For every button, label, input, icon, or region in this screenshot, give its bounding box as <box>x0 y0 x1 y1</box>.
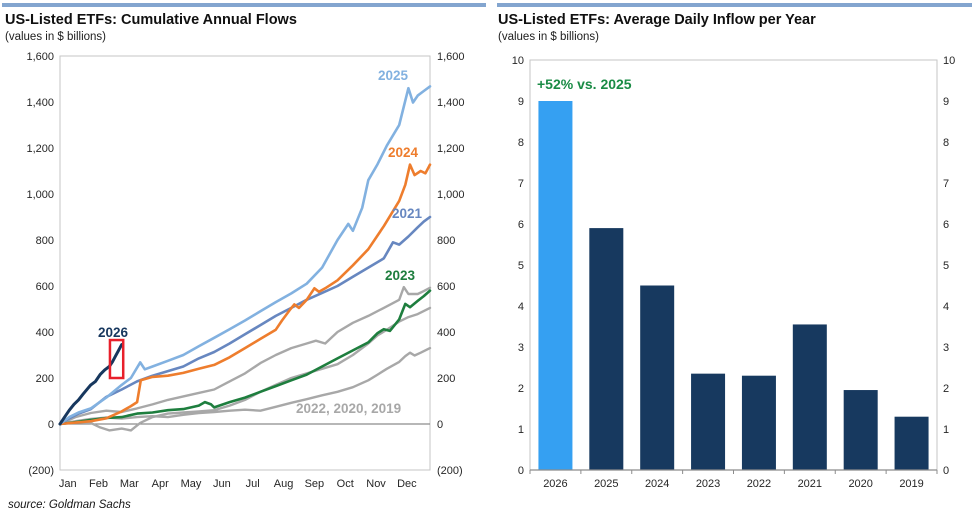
x-tick-month: Dec <box>397 478 417 490</box>
y-tick-right: 4 <box>943 301 949 313</box>
bar-2023 <box>691 373 726 470</box>
annotation-growth-vs-2025: +52% vs. 2025 <box>537 76 632 92</box>
y-tick-left: (200) <box>28 465 54 477</box>
y-tick-left: 6 <box>518 219 524 231</box>
y-tick-left: 1,600 <box>26 51 54 63</box>
line-2021 <box>58 215 432 426</box>
y-tick-right: 3 <box>943 342 949 354</box>
x-tick-year: 2021 <box>798 478 822 490</box>
y-tick-left: 800 <box>36 235 54 247</box>
cumulative-flows-line-chart: (200) (200) 0 0 200 200 400 400 600 600 800 800 1,00… <box>26 51 465 490</box>
y-tick-right: 200 <box>437 373 455 385</box>
y-tick-right: 5 <box>943 260 949 272</box>
y-tick-right: 800 <box>437 235 455 247</box>
bar-chart-subtitle: (values in $ billions) <box>498 31 599 43</box>
y-tick-right: 400 <box>437 327 455 339</box>
line-2019 <box>58 346 432 426</box>
y-tick-right: 0 <box>943 465 949 477</box>
daily-inflow-panel: US-Listed ETFs: Average Daily Inflow per… <box>487 0 974 521</box>
bar-chart-title: US-Listed ETFs: Average Daily Inflow per… <box>498 12 816 28</box>
y-tick-left: 8 <box>518 137 524 149</box>
y-tick-right: 0 <box>437 419 443 431</box>
x-tick-month: Sep <box>305 478 325 490</box>
x-tick-month: Mar <box>120 478 139 490</box>
series-label-2023: 2023 <box>385 268 416 283</box>
bar-2020 <box>843 390 878 470</box>
y-tick-right: 600 <box>437 281 455 293</box>
y-tick-right: 9 <box>943 96 949 108</box>
x-tick-year: 2020 <box>848 478 872 490</box>
y-tick-right: 6 <box>943 219 949 231</box>
x-tick-year: 2022 <box>747 478 771 490</box>
plot-border <box>59 55 431 471</box>
daily-inflow-bar-chart: 0 0 1 1 2 2 3 3 4 4 5 5 6 6 7 7 8 8 9 9 10 10 2026 2025 2024 2023… <box>512 55 956 490</box>
series-label-2026: 2026 <box>98 325 129 340</box>
y-tick-right: 1,400 <box>437 97 465 109</box>
line-2025 <box>58 85 432 426</box>
panel-accent-bar <box>2 3 486 7</box>
y-tick-left: 4 <box>518 301 524 313</box>
series-label-gray-years: 2022, 2020, 2019 <box>296 401 401 416</box>
y-tick-left: 0 <box>518 465 524 477</box>
series-label-2025: 2025 <box>378 68 409 83</box>
y-tick-left: 1 <box>518 424 524 436</box>
line-2026 <box>58 343 124 426</box>
y-tick-left: 9 <box>518 96 524 108</box>
y-tick-left: 2 <box>518 383 524 395</box>
cumulative-flows-panel: US-Listed ETFs: Cumulative Annual Flows … <box>2 3 486 511</box>
y-tick-left: 1,000 <box>26 189 54 201</box>
y-tick-left: 10 <box>512 55 524 67</box>
line-2023 <box>58 289 432 426</box>
x-tick-month: Feb <box>89 478 108 490</box>
x-tick-month: Nov <box>366 478 386 490</box>
x-tick-month: Jan <box>59 478 77 490</box>
bar-2019 <box>894 416 929 470</box>
x-tick-month: Aug <box>274 478 294 490</box>
y-tick-right: 8 <box>943 137 949 149</box>
y-tick-left: 0 <box>48 419 54 431</box>
source-note: source: Goldman Sachs <box>8 499 131 511</box>
y-tick-right: 2 <box>943 383 949 395</box>
line-2020 <box>58 306 432 432</box>
y-tick-left: 400 <box>36 327 54 339</box>
series-label-2024: 2024 <box>388 145 419 160</box>
line-chart-subtitle: (values in $ billions) <box>5 31 106 43</box>
x-tick-year: 2026 <box>543 478 567 490</box>
y-tick-left: 3 <box>518 342 524 354</box>
y-tick-left: 200 <box>36 373 54 385</box>
highlight-box-2026 <box>108 338 125 380</box>
x-tick-month: Jul <box>246 478 260 490</box>
bar-2021 <box>792 324 827 470</box>
bar-2024 <box>640 285 675 470</box>
bar-2025 <box>589 228 624 470</box>
y-tick-right: 1,000 <box>437 189 465 201</box>
y-tick-right: 1,600 <box>437 51 465 63</box>
x-tick-month: Oct <box>337 478 354 490</box>
y-tick-right: 1,200 <box>437 143 465 155</box>
x-tick-year: 2019 <box>899 478 923 490</box>
panel-accent-bar <box>497 3 972 7</box>
y-tick-right: 7 <box>943 178 949 190</box>
x-tick-year: 2025 <box>594 478 618 490</box>
series-label-2021: 2021 <box>392 206 423 221</box>
x-tick-year: 2024 <box>645 478 669 490</box>
x-tick-month: Apr <box>152 478 169 490</box>
y-tick-left: 5 <box>518 260 524 272</box>
y-tick-right: (200) <box>437 465 463 477</box>
bar-2026 <box>538 101 573 470</box>
line-2022 <box>58 285 432 426</box>
x-tick-month: Jun <box>213 478 231 490</box>
y-tick-left: 1,400 <box>26 97 54 109</box>
line-chart-title: US-Listed ETFs: Cumulative Annual Flows <box>5 12 297 28</box>
y-tick-right: 1 <box>943 424 949 436</box>
x-tick-year: 2023 <box>696 478 720 490</box>
y-tick-left: 1,200 <box>26 143 54 155</box>
x-tick-month: May <box>181 478 202 490</box>
y-tick-left: 7 <box>518 178 524 190</box>
line-2024 <box>58 163 432 426</box>
y-tick-right: 10 <box>943 55 955 67</box>
y-tick-left: 600 <box>36 281 54 293</box>
bar-2022 <box>741 375 776 470</box>
